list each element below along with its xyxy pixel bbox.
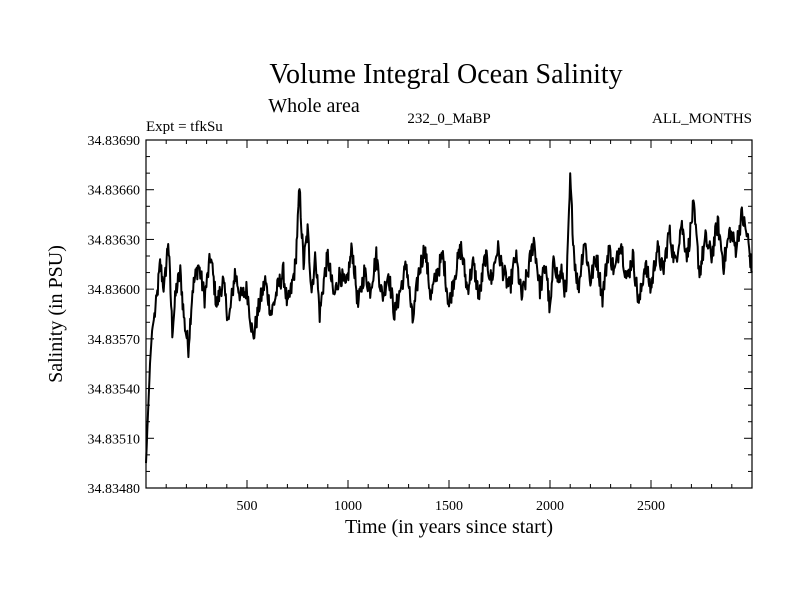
x-tick-label: 500 [237,499,258,514]
y-tick-label: 34.83690 [88,134,141,149]
x-tick-label: 1000 [334,499,362,514]
y-axis-label: Salinity (in PSU) [45,245,67,383]
y-tick-label: 34.83660 [88,184,141,199]
x-tick-label: 1500 [435,499,463,514]
period-label: ALL_MONTHS [652,111,752,127]
y-tick-label: 34.83540 [88,383,141,398]
y-tick-label: 34.83600 [88,283,141,298]
x-tick-label: 2500 [637,499,665,514]
experiment-label: Expt = tfkSu [146,119,223,135]
run-label: 232_0_MaBP [407,111,490,127]
y-tick-label: 34.83510 [88,432,141,447]
y-tick-label: 34.83480 [88,482,141,497]
x-axis: 500 1000 1500 2000 2500 [165,140,733,514]
x-axis-label: Time (in years since start) [345,516,553,538]
x-tick-label: 2000 [536,499,564,514]
y-axis: 34.83480 34.83510 34.83540 34.83570 34.83600… [88,134,752,497]
chart-title: Volume Integral Ocean Salinity [269,59,622,90]
y-tick-label: 34.83570 [88,333,141,348]
chart-subtitle: Whole area [268,95,360,117]
plot-frame [145,139,753,489]
y-tick-label: 34.83630 [88,233,141,248]
salinity-series-line [145,172,753,464]
